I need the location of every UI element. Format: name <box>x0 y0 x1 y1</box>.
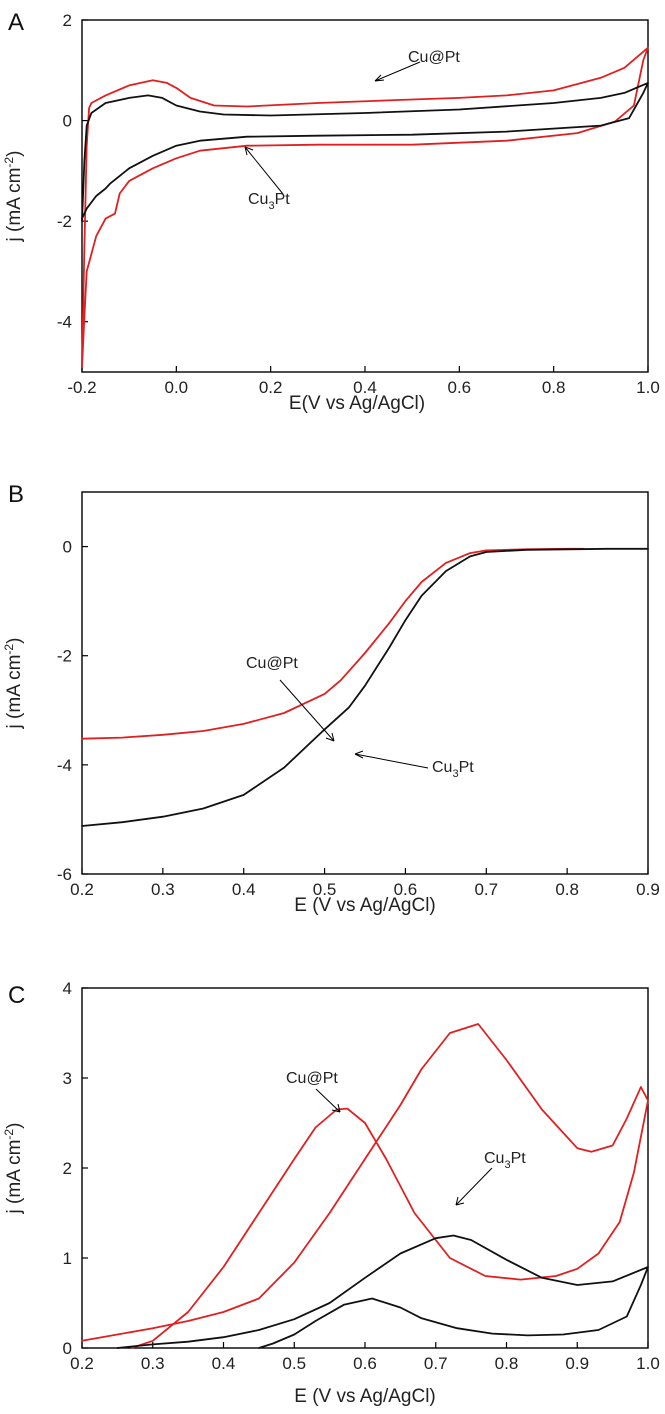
panel-b-xtick-label: 0.6 <box>394 880 418 899</box>
panel-c-ytick-label: 4 <box>63 979 72 998</box>
panel-b-plot: 0.2 0.3 0.4 0.5 0.6 0.7 0.8 0.9 -6 -4 -2 0 Cu@Pt C… <box>57 491 660 899</box>
panel-c-arrow-cupt-head <box>331 1103 341 1113</box>
panel-c-label-cu3pt: Cu3Pt <box>484 1150 526 1171</box>
panel-a: A -0.2 0.0 0.2 0.4 0.6 0.8 1.0 -4 -2 0 2 Cu@Pt Cu… <box>2 9 660 414</box>
panel-c-xtick-label: 0.5 <box>282 1354 306 1373</box>
panel-b-ytick-label: 0 <box>63 538 72 557</box>
panel-a-letter: A <box>8 9 24 36</box>
panel-b-xtick-label: 0.8 <box>555 880 579 899</box>
panel-a-ytick-label: -4 <box>57 313 72 332</box>
panel-c-xtick-label: 0.8 <box>495 1354 519 1373</box>
panel-c: C 0.2 0.3 0.4 0.5 0.6 0.7 0.8 0.9 1.0 0 1 2 3 4 Cu@P… <box>2 979 660 1407</box>
panel-b-arrow-cu3pt <box>354 753 429 769</box>
panel-c-ylabel: j (mA cm-2) <box>2 1123 25 1215</box>
panel-a-arrow-cu3pt <box>244 146 284 195</box>
panel-a-xtick-label: 1.0 <box>636 378 660 397</box>
panel-b-label-cu3pt: Cu3Pt <box>432 759 474 780</box>
panel-b-series-cu3pt <box>81 547 649 827</box>
panel-b-frame <box>81 491 649 875</box>
panel-c-series-cu3pt <box>116 1234 649 1349</box>
panel-c-xtick-label: 1.0 <box>636 1354 660 1373</box>
panel-c-ytick-label: 1 <box>63 1249 72 1268</box>
panel-a-xtick-label: 0.0 <box>165 378 189 397</box>
panel-a-frame <box>81 19 649 373</box>
panel-b-ytick-label: -2 <box>57 647 72 666</box>
panel-c-series-cupt <box>81 1023 649 1349</box>
panel-b-arrow-cupt <box>279 679 335 742</box>
panel-b-ytick-label: -4 <box>57 756 72 775</box>
panel-a-label-cupt: Cu@Pt <box>408 49 460 66</box>
panel-a-xtick-label: 0.8 <box>542 378 566 397</box>
panel-c-xtick-label: 0.9 <box>565 1354 589 1373</box>
panel-c-arrow-cu3pt <box>455 1167 493 1206</box>
panel-c-xtick-label: 0.6 <box>353 1354 377 1373</box>
panel-c-ytick-label: 3 <box>63 1069 72 1088</box>
panel-b-xtick-label: 0.2 <box>70 880 94 899</box>
panel-b-xtick-label: 0.7 <box>474 880 498 899</box>
panel-a-plot: -0.2 0.0 0.2 0.4 0.6 0.8 1.0 -4 -2 0 2 Cu@Pt Cu3P… <box>57 11 660 397</box>
panel-b-xtick-label: 0.4 <box>232 880 256 899</box>
panel-b: B 0.2 0.3 0.4 0.5 0.6 0.7 0.8 0.9 -6 -4 -2 0 Cu@Pt… <box>2 481 660 916</box>
panel-a-label-cu3pt: Cu3Pt <box>248 191 290 212</box>
panel-b-xtick-label: 0.3 <box>151 880 175 899</box>
panel-c-xtick-label: 0.7 <box>424 1354 448 1373</box>
panel-a-ytick-label: 0 <box>63 112 72 131</box>
panel-b-arrow-cu3pt-head <box>354 750 364 759</box>
panel-b-letter: B <box>8 481 24 508</box>
panel-c-label-cupt: Cu@Pt <box>286 1070 338 1087</box>
panel-b-label-cupt: Cu@Pt <box>246 655 298 672</box>
panel-b-arrow-cupt-head <box>325 732 335 742</box>
panel-a-ytick-label: 2 <box>63 11 72 30</box>
panel-b-xtick-label: 0.9 <box>636 880 660 899</box>
panel-a-xtick-label: 0.2 <box>259 378 283 397</box>
panel-a-xtick-label: 0.4 <box>353 378 377 397</box>
panel-a-xlabel: E(V vs Ag/AgCl) <box>289 393 425 414</box>
panel-b-series-cupt <box>81 547 585 740</box>
panel-a-arrow-cupt <box>374 61 421 82</box>
panel-a-ylabel: j (mA cm-2) <box>2 151 25 243</box>
panel-a-arrow-cupt-head <box>374 74 385 82</box>
panel-c-arrow-cupt <box>315 1088 341 1113</box>
panel-c-frame <box>81 987 649 1349</box>
panel-c-xtick-label: 0.3 <box>141 1354 165 1373</box>
panel-a-arrow-cu3pt-head <box>244 146 254 156</box>
panel-c-letter: C <box>8 982 25 1009</box>
panel-a-xtick-label: -0.2 <box>67 378 96 397</box>
panel-b-xtick-label: 0.5 <box>313 880 337 899</box>
panel-c-ytick-label: 0 <box>63 1339 72 1358</box>
panel-a-ytick-label: -2 <box>57 212 72 231</box>
panel-b-xlabel: E (V vs Ag/AgCl) <box>294 895 436 916</box>
panel-a-series-cu3pt <box>81 82 649 222</box>
panel-c-xlabel: E (V vs Ag/AgCl) <box>294 1386 436 1407</box>
panel-a-series-cupt <box>81 46 649 368</box>
panel-a-xtick-label: 0.6 <box>448 378 472 397</box>
panel-c-xtick-label: 0.2 <box>70 1354 94 1373</box>
panel-c-arrow-cu3pt-head <box>455 1196 465 1206</box>
panel-c-xtick-label: 0.4 <box>212 1354 236 1373</box>
panel-c-ytick-label: 2 <box>63 1159 72 1178</box>
panel-b-ytick-label: -6 <box>57 865 72 884</box>
panel-b-ylabel: j (mA cm-2) <box>2 638 25 730</box>
